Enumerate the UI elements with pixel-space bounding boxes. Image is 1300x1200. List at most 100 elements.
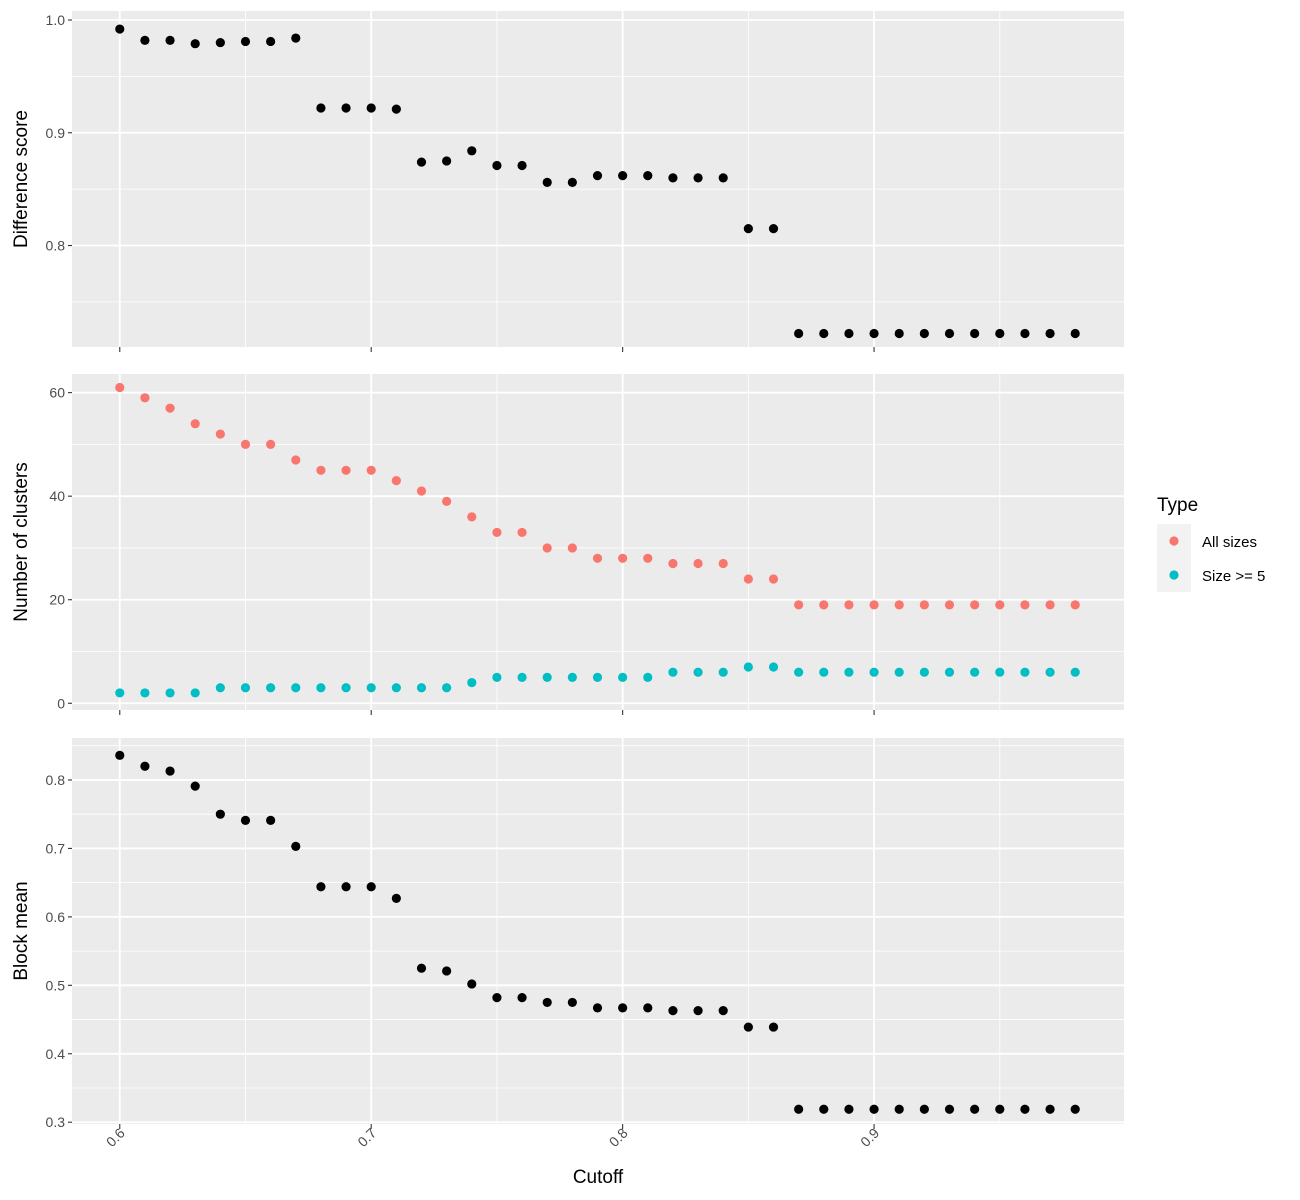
series-1 (115, 24, 1080, 339)
data-point (668, 558, 678, 569)
data-point (919, 600, 929, 610)
data-point (266, 815, 276, 825)
data-point (442, 496, 452, 506)
x-tick-label: 0.7 (354, 1125, 379, 1150)
y-tick-label: 0.4 (46, 1046, 66, 1062)
data-point (240, 439, 251, 450)
legend-title: Type (1157, 495, 1198, 516)
data-point (1045, 667, 1055, 677)
data-point (366, 683, 376, 693)
data-point (743, 1022, 753, 1032)
y-axis-title: Difference score (11, 110, 32, 248)
data-point (190, 39, 200, 49)
data-point (567, 672, 577, 682)
y-tick-label: 0.6 (46, 909, 66, 925)
data-point (1020, 328, 1030, 339)
data-point (1070, 1104, 1080, 1114)
data-point (567, 177, 577, 187)
data-point (844, 667, 854, 677)
data-point (567, 997, 577, 1008)
data-point (291, 841, 301, 851)
panel-background (72, 738, 1124, 1124)
series-2 (115, 662, 1080, 698)
data-point (768, 224, 779, 234)
data-point (266, 36, 276, 47)
data-point (718, 667, 728, 677)
data-point (944, 667, 955, 677)
data-point (743, 574, 753, 584)
data-point (819, 1104, 829, 1114)
data-point (366, 465, 376, 475)
data-point (894, 600, 904, 610)
panel-3: 0.3 0.4 0.5 0.6 0.7 0.8 Block mean (11, 738, 1124, 1130)
y-tick-label: 60 (49, 385, 65, 401)
data-point (140, 688, 150, 698)
data-point (165, 688, 175, 698)
panel-1: 0.8 0.9 1.0 Difference score (11, 11, 1124, 352)
data-point (416, 157, 427, 167)
data-point (844, 328, 854, 339)
data-point (794, 328, 804, 339)
data-point (316, 882, 326, 892)
data-point (794, 600, 804, 610)
data-point (291, 683, 301, 693)
y-tick-label: 0.3 (46, 1114, 66, 1130)
data-point (1020, 600, 1030, 610)
data-point (1045, 1104, 1055, 1114)
data-point (743, 224, 753, 234)
data-point (919, 667, 929, 677)
data-point (240, 36, 251, 47)
data-point (240, 683, 251, 693)
data-point (1020, 667, 1030, 677)
x-tick-label: 0.8 (606, 1125, 631, 1150)
data-point (140, 35, 150, 45)
data-point (391, 104, 401, 114)
data-point (618, 171, 628, 181)
y-tick-label: 0.5 (46, 977, 66, 993)
data-point (115, 382, 125, 393)
data-point (366, 103, 376, 113)
data-point (542, 177, 552, 187)
data-point (693, 667, 703, 677)
data-point (165, 35, 175, 45)
data-point (643, 672, 653, 682)
data-point (165, 403, 175, 413)
y-axis-title: Number of clusters (11, 462, 32, 621)
data-point (115, 688, 125, 698)
data-point (190, 419, 200, 429)
data-point (442, 683, 452, 693)
data-point (944, 328, 955, 339)
data-point (517, 160, 527, 171)
legend-label: Size >= 5 (1202, 568, 1265, 585)
y-tick-label: 0.7 (46, 840, 66, 856)
data-point (869, 328, 879, 339)
data-point (542, 672, 552, 682)
data-point (416, 486, 427, 496)
data-point (341, 103, 351, 113)
data-point (391, 476, 401, 486)
data-point (492, 160, 502, 171)
data-point (970, 328, 980, 339)
data-point (592, 171, 603, 181)
data-point (643, 553, 653, 563)
data-point (894, 667, 904, 677)
data-point (693, 173, 703, 183)
data-point (794, 667, 804, 677)
series-1 (115, 382, 1080, 610)
data-point (894, 1104, 904, 1114)
data-point (618, 553, 628, 563)
panel-background (72, 374, 1124, 710)
data-point (366, 882, 376, 892)
data-point (618, 1003, 628, 1013)
data-point (442, 156, 452, 166)
data-point (215, 429, 225, 439)
data-point (467, 677, 477, 688)
y-tick-label: 1.0 (46, 12, 66, 28)
data-point (542, 543, 552, 553)
data-point (869, 1104, 879, 1114)
legend: Type All sizes Size >= 5 (1157, 495, 1265, 592)
data-point (844, 600, 854, 610)
data-point (819, 667, 829, 677)
chart-root: 0.8 0.9 1.0 Difference score 0 20 40 60 Number o… (11, 11, 1265, 1188)
